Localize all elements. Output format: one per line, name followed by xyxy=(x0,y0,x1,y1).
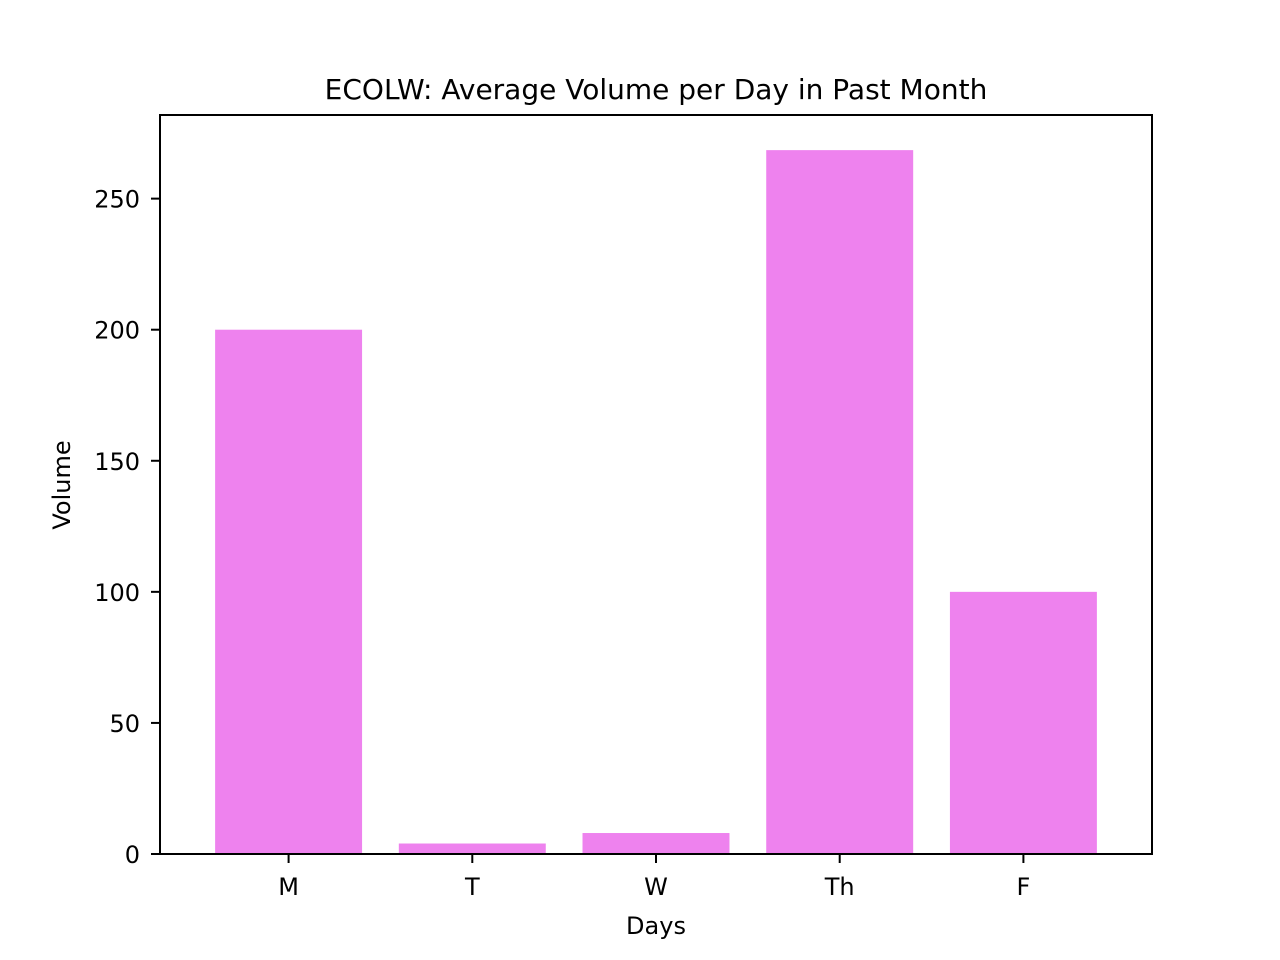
y-tick-label: 50 xyxy=(109,710,140,738)
x-tick-label: T xyxy=(464,873,480,901)
x-tick-label: Th xyxy=(824,873,855,901)
bar-f xyxy=(949,591,1097,854)
y-tick-label: 250 xyxy=(94,186,140,214)
y-tick-label: 150 xyxy=(94,448,140,476)
x-tick-label: W xyxy=(644,873,668,901)
y-tick-label: 200 xyxy=(94,317,140,345)
x-axis: M T W Th F xyxy=(278,854,1030,901)
y-axis-label: Volume xyxy=(48,440,76,529)
x-tick-label: M xyxy=(278,873,299,901)
bar-t xyxy=(398,843,546,854)
bars-group xyxy=(215,150,1097,855)
bar-m xyxy=(215,329,363,855)
x-tick-label: F xyxy=(1017,873,1031,901)
chart-title: ECOLW: Average Volume per Day in Past Mo… xyxy=(325,73,988,106)
y-tick-label: 100 xyxy=(94,579,140,607)
x-axis-label: Days xyxy=(626,912,686,940)
bar-w xyxy=(582,833,730,854)
plot-area-frame xyxy=(159,114,1153,855)
y-axis: 0 50 100 150 200 250 xyxy=(94,186,160,869)
bar-th xyxy=(766,150,914,855)
y-tick-label: 0 xyxy=(125,841,140,869)
